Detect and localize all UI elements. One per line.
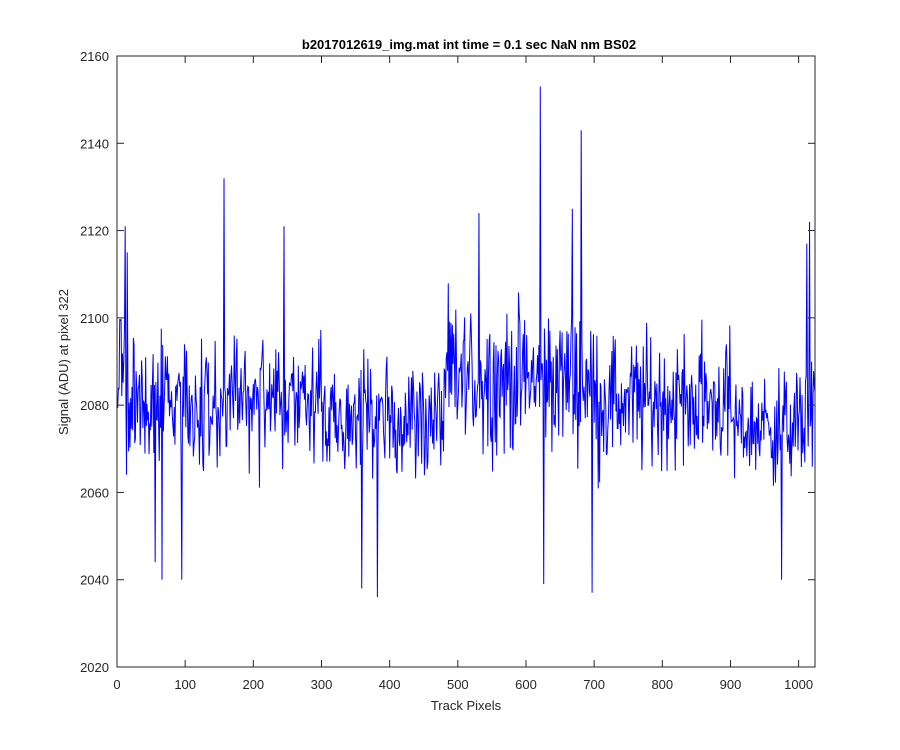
x-tick-label: 100 bbox=[174, 677, 196, 692]
x-tick-label: 700 bbox=[583, 677, 605, 692]
x-tick-label: 900 bbox=[720, 677, 742, 692]
x-tick-label: 1000 bbox=[784, 677, 813, 692]
x-tick-label: 0 bbox=[113, 677, 120, 692]
y-axis-label: Signal (ADU) at pixel 322 bbox=[56, 289, 71, 435]
y-axis-ticks: 2020 2040 2060 2080 2100 2120 2140 2160 bbox=[80, 49, 815, 675]
axes-box bbox=[116, 55, 816, 668]
x-axis-label: Track Pixels bbox=[431, 698, 502, 713]
x-tick-label: 800 bbox=[651, 677, 673, 692]
chart-title: b2017012619_img.mat int time = 0.1 sec N… bbox=[302, 37, 636, 52]
y-tick-label: 2120 bbox=[80, 224, 109, 239]
y-tick-label: 2160 bbox=[80, 49, 109, 64]
x-tick-label: 300 bbox=[311, 677, 333, 692]
x-tick-label: 500 bbox=[447, 677, 469, 692]
x-tick-label: 600 bbox=[515, 677, 537, 692]
y-tick-label: 2060 bbox=[80, 485, 109, 500]
x-tick-label: 400 bbox=[379, 677, 401, 692]
series-line bbox=[117, 86, 815, 598]
y-tick-label: 2020 bbox=[80, 660, 109, 675]
x-tick-label: 200 bbox=[242, 677, 264, 692]
y-tick-label: 2140 bbox=[80, 136, 109, 151]
x-axis-ticks: 0 100 200 300 400 500 600 700 800 900 1000 bbox=[113, 56, 813, 692]
y-tick-label: 2040 bbox=[80, 573, 109, 588]
y-tick-label: 2080 bbox=[80, 398, 109, 413]
y-tick-label: 2100 bbox=[80, 311, 109, 326]
plot-area bbox=[116, 55, 816, 668]
